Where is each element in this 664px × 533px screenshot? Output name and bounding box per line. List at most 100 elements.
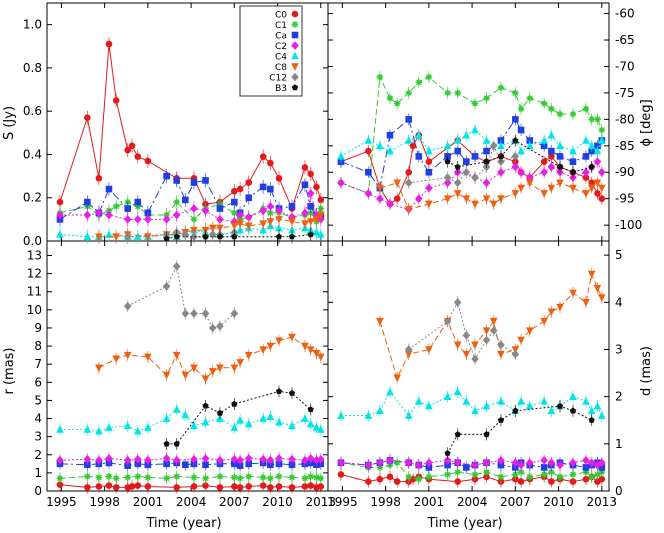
y-tick-label-phi: -75 (615, 86, 635, 100)
data-point (511, 190, 520, 198)
data-point (144, 474, 152, 481)
data-point (275, 337, 283, 345)
y-tick-label-d: 5 (615, 248, 623, 262)
data-point (288, 218, 296, 226)
data-point (404, 345, 413, 354)
data-point (569, 146, 577, 155)
data-point (259, 206, 267, 216)
y-tick-label-S: 0.8 (23, 61, 42, 75)
series-line (379, 182, 603, 210)
data-point (201, 454, 210, 463)
data-point (556, 303, 564, 312)
data-point (216, 364, 224, 373)
data-point (497, 84, 505, 91)
data-point (512, 89, 519, 97)
data-point (301, 483, 309, 490)
x-tick-label: 2010 (262, 495, 293, 509)
data-point (56, 230, 64, 238)
data-point (556, 179, 564, 188)
data-point (112, 233, 120, 241)
data-point (404, 136, 413, 144)
x-tick-label: 2010 (543, 495, 574, 509)
data-point (364, 189, 373, 198)
data-point (587, 458, 596, 467)
data-point (312, 350, 321, 358)
series-c0-d (337, 468, 606, 488)
data-point (95, 426, 103, 435)
legend-label: C4 (275, 53, 287, 63)
data-point (337, 458, 345, 467)
data-point (134, 473, 142, 480)
data-point (471, 341, 479, 350)
data-point (415, 475, 423, 483)
data-point (231, 400, 238, 407)
data-point (313, 474, 320, 481)
data-point (56, 475, 64, 482)
data-point (415, 153, 423, 160)
data-point (133, 426, 142, 435)
data-point (489, 326, 498, 335)
series-c12-r (123, 260, 239, 334)
data-point (112, 203, 120, 210)
data-point (163, 172, 170, 180)
data-point (425, 73, 433, 81)
series-line (59, 44, 322, 210)
data-point (489, 200, 498, 209)
data-point (483, 468, 490, 476)
series-line (98, 214, 322, 238)
data-point (386, 387, 394, 396)
data-point (134, 198, 142, 206)
data-point (547, 184, 556, 193)
data-point (598, 475, 606, 483)
data-point (307, 473, 315, 480)
data-point (144, 455, 152, 465)
data-point (216, 473, 224, 480)
data-point (312, 455, 321, 465)
data-point (56, 455, 64, 465)
data-point (443, 316, 452, 326)
y-tick-label-r: 5 (34, 393, 42, 407)
data-point (313, 183, 320, 191)
data-point (83, 232, 92, 240)
data-point (414, 130, 423, 139)
data-point (306, 189, 315, 198)
series-line (340, 459, 603, 466)
data-point (231, 198, 238, 206)
series-b3-phi (444, 134, 595, 179)
data-point (454, 89, 461, 97)
data-point (404, 411, 413, 419)
data-point (497, 456, 505, 465)
legend-marker (291, 21, 299, 28)
data-point (497, 195, 505, 203)
data-point (594, 116, 601, 123)
data-point (444, 89, 451, 97)
data-point (124, 205, 131, 212)
data-point (144, 157, 152, 165)
data-point (497, 141, 505, 150)
panel-frame-phi (327, 2, 610, 242)
data-point (454, 163, 461, 170)
data-point (517, 478, 525, 485)
data-point (497, 340, 505, 350)
data-point (112, 97, 120, 104)
data-point (216, 409, 224, 416)
data-point (105, 185, 113, 193)
data-point (364, 411, 373, 419)
data-point (337, 471, 345, 478)
data-point (201, 375, 210, 383)
data-point (190, 483, 198, 490)
data-point (547, 308, 556, 317)
data-point (105, 230, 113, 238)
data-point (556, 460, 564, 470)
series-c0-S (56, 37, 325, 216)
data-point (259, 153, 267, 160)
data-point (547, 406, 556, 415)
data-point (173, 473, 180, 480)
data-point (163, 475, 170, 482)
data-point (105, 210, 113, 220)
series-line (447, 405, 592, 454)
x-tick-label: 1998 (89, 495, 120, 509)
data-point (190, 474, 198, 481)
data-point (56, 425, 64, 433)
